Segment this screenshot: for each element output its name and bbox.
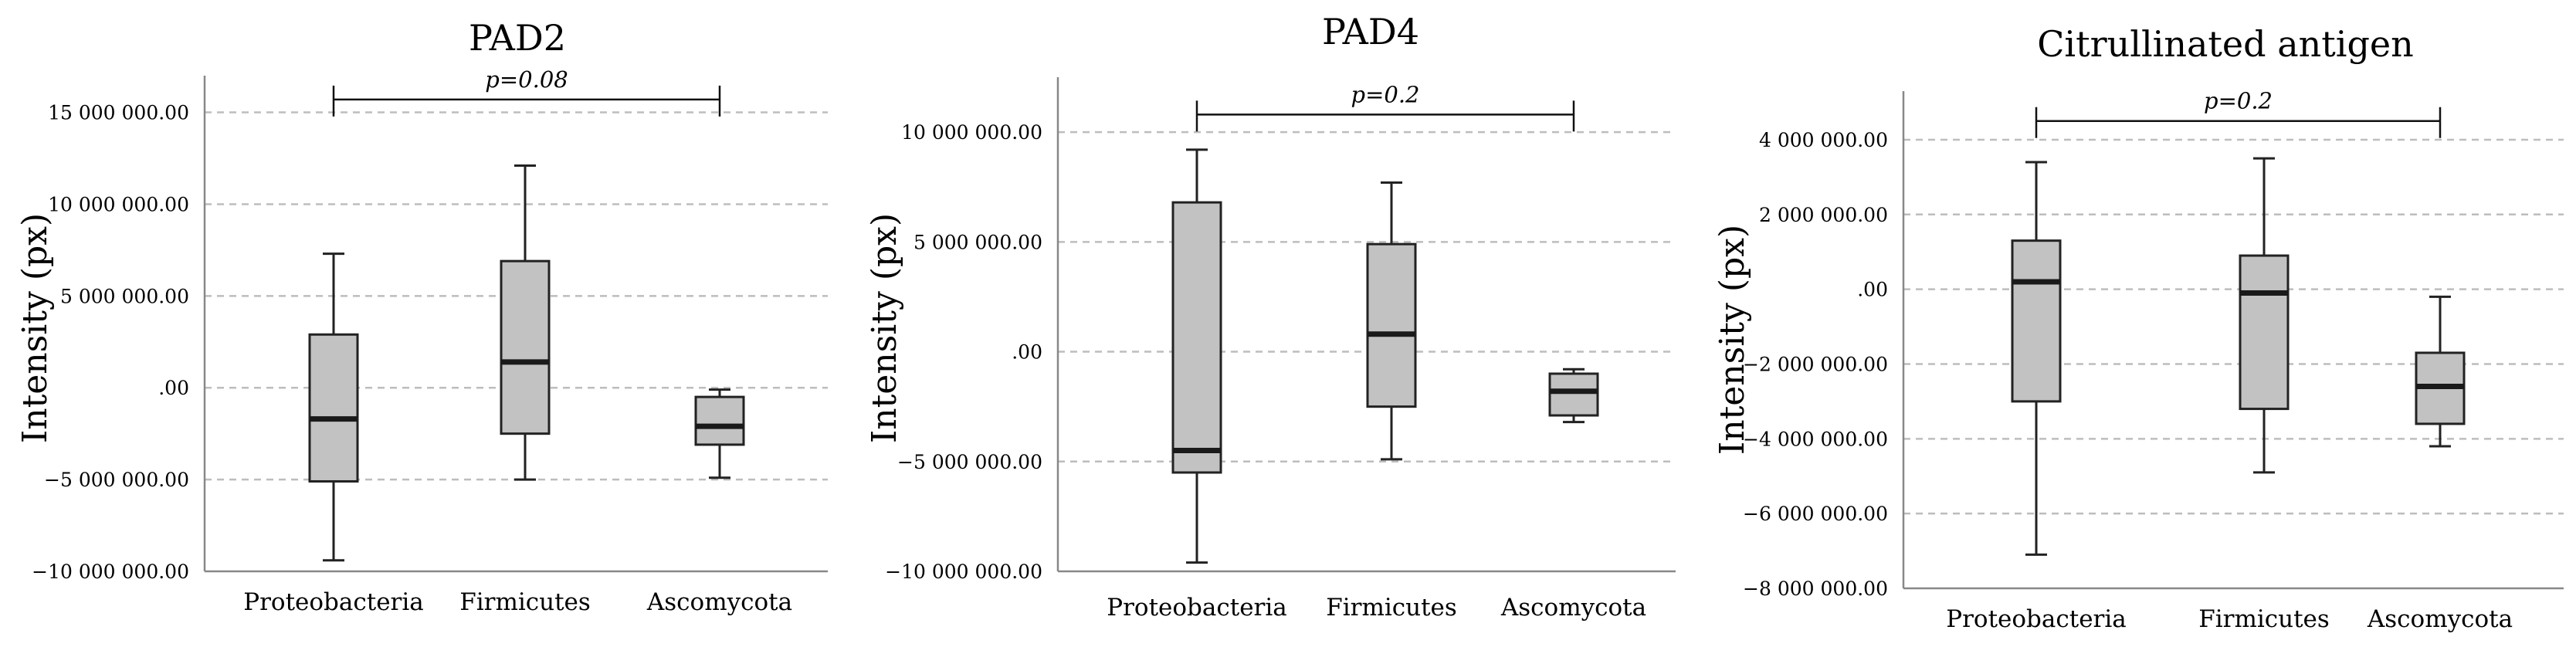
box-iqr [694, 395, 745, 446]
x-axis-categories: Proteobacteria Firmicutes Ascomycota [243, 588, 792, 616]
x-category-label: Proteobacteria [243, 588, 424, 616]
significance-bracket: p=0.2 [1195, 81, 1575, 132]
box-iqr [500, 259, 551, 435]
p-value-label: p=0.08 [485, 66, 568, 93]
y-tick-label: −10 000 000.00 [885, 561, 1042, 583]
box-proteobacteria [308, 252, 359, 562]
boxplot-series [2011, 157, 2466, 556]
y-tick-label: −4 000 000.00 [1743, 428, 1888, 450]
chart-panel-citrullinated-antigen: Citrullinated antigen Intensity (px) −8 … [1713, 23, 2564, 633]
box-firmicutes [2239, 157, 2290, 474]
axes [1056, 77, 1676, 573]
box-ascomycota [694, 388, 745, 479]
y-tick-label: 5 000 000.00 [913, 231, 1042, 253]
y-tick-label: −2 000 000.00 [1743, 353, 1888, 375]
box-firmicutes [1366, 181, 1417, 461]
y-tick-label: .00 [1857, 279, 1888, 301]
chart-panel-pad2: PAD2 Intensity (px) −10 000 000.00 −5 000… [15, 17, 828, 616]
gridlines [1903, 138, 2564, 515]
y-tick-label: 5 000 000.00 [60, 285, 189, 307]
x-category-label: Ascomycota [1500, 594, 1646, 622]
x-axis-categories: Proteobacteria Firmicutes Ascomycota [1107, 594, 1646, 622]
y-axis-label: Intensity (px) [1713, 225, 1752, 455]
x-category-label: Proteobacteria [1946, 605, 2127, 633]
y-tick-label: 4 000 000.00 [1759, 129, 1888, 151]
box-proteobacteria [2011, 161, 2062, 556]
y-axis-label: Intensity (px) [865, 213, 904, 443]
box-iqr [1366, 242, 1417, 408]
y-tick-label: −10 000 000.00 [32, 561, 189, 583]
axes [1902, 91, 2564, 590]
x-category-label: Ascomycota [2367, 605, 2513, 633]
chart-panel-pad4: PAD4 Intensity (px) −10 000 000.00 −5 000… [865, 11, 1676, 622]
y-tick-label: .00 [158, 377, 189, 399]
y-tick-label: 2 000 000.00 [1759, 204, 1888, 226]
y-tick-label: 10 000 000.00 [48, 193, 189, 215]
x-category-label: Firmicutes [2198, 605, 2330, 633]
x-axis-categories: Proteobacteria Firmicutes Ascomycota [1946, 605, 2513, 633]
y-tick-label: 10 000 000.00 [901, 121, 1042, 144]
y-tick-label: 15 000 000.00 [48, 102, 189, 124]
box-ascomycota [2415, 295, 2466, 448]
chart-title: PAD4 [1322, 11, 1419, 53]
box-iqr [2011, 239, 2062, 403]
boxplot-series [1171, 148, 1599, 564]
y-axis-ticks: −10 000 000.00 −5 000 000.00 .00 5 000 000.… [32, 102, 189, 583]
chart-title: Citrullinated antigen [2037, 23, 2414, 65]
y-axis-label: Intensity (px) [15, 213, 55, 443]
box-iqr [2239, 254, 2290, 411]
boxplot-series [308, 164, 745, 562]
y-axis-ticks: −8 000 000.00 −6 000 000.00 −4 000 000.00 −… [1743, 129, 1888, 600]
chart-title: PAD2 [469, 17, 566, 59]
significance-bracket: p=0.08 [332, 66, 721, 117]
box-iqr [1171, 201, 1222, 474]
y-axis-ticks: −10 000 000.00 −5 000 000.00 .00 5 000 000.… [885, 121, 1042, 583]
box-iqr [1548, 372, 1599, 417]
box-firmicutes [500, 164, 551, 481]
box-proteobacteria [1171, 148, 1222, 564]
y-tick-label: −5 000 000.00 [897, 451, 1042, 473]
p-value-label: p=0.2 [1351, 81, 1420, 107]
x-category-label: Firmicutes [459, 588, 591, 616]
box-iqr [308, 333, 359, 483]
axes [203, 76, 828, 573]
y-tick-label: .00 [1012, 341, 1042, 364]
significance-bracket: p=0.2 [2035, 88, 2442, 138]
y-tick-label: −5 000 000.00 [44, 469, 189, 491]
x-category-label: Ascomycota [646, 588, 792, 616]
p-value-label: p=0.2 [2204, 88, 2273, 114]
y-tick-label: −8 000 000.00 [1743, 578, 1888, 600]
box-ascomycota [1548, 368, 1599, 424]
x-category-label: Proteobacteria [1107, 594, 1287, 622]
y-tick-label: −6 000 000.00 [1743, 503, 1888, 525]
x-category-label: Firmicutes [1326, 594, 1457, 622]
